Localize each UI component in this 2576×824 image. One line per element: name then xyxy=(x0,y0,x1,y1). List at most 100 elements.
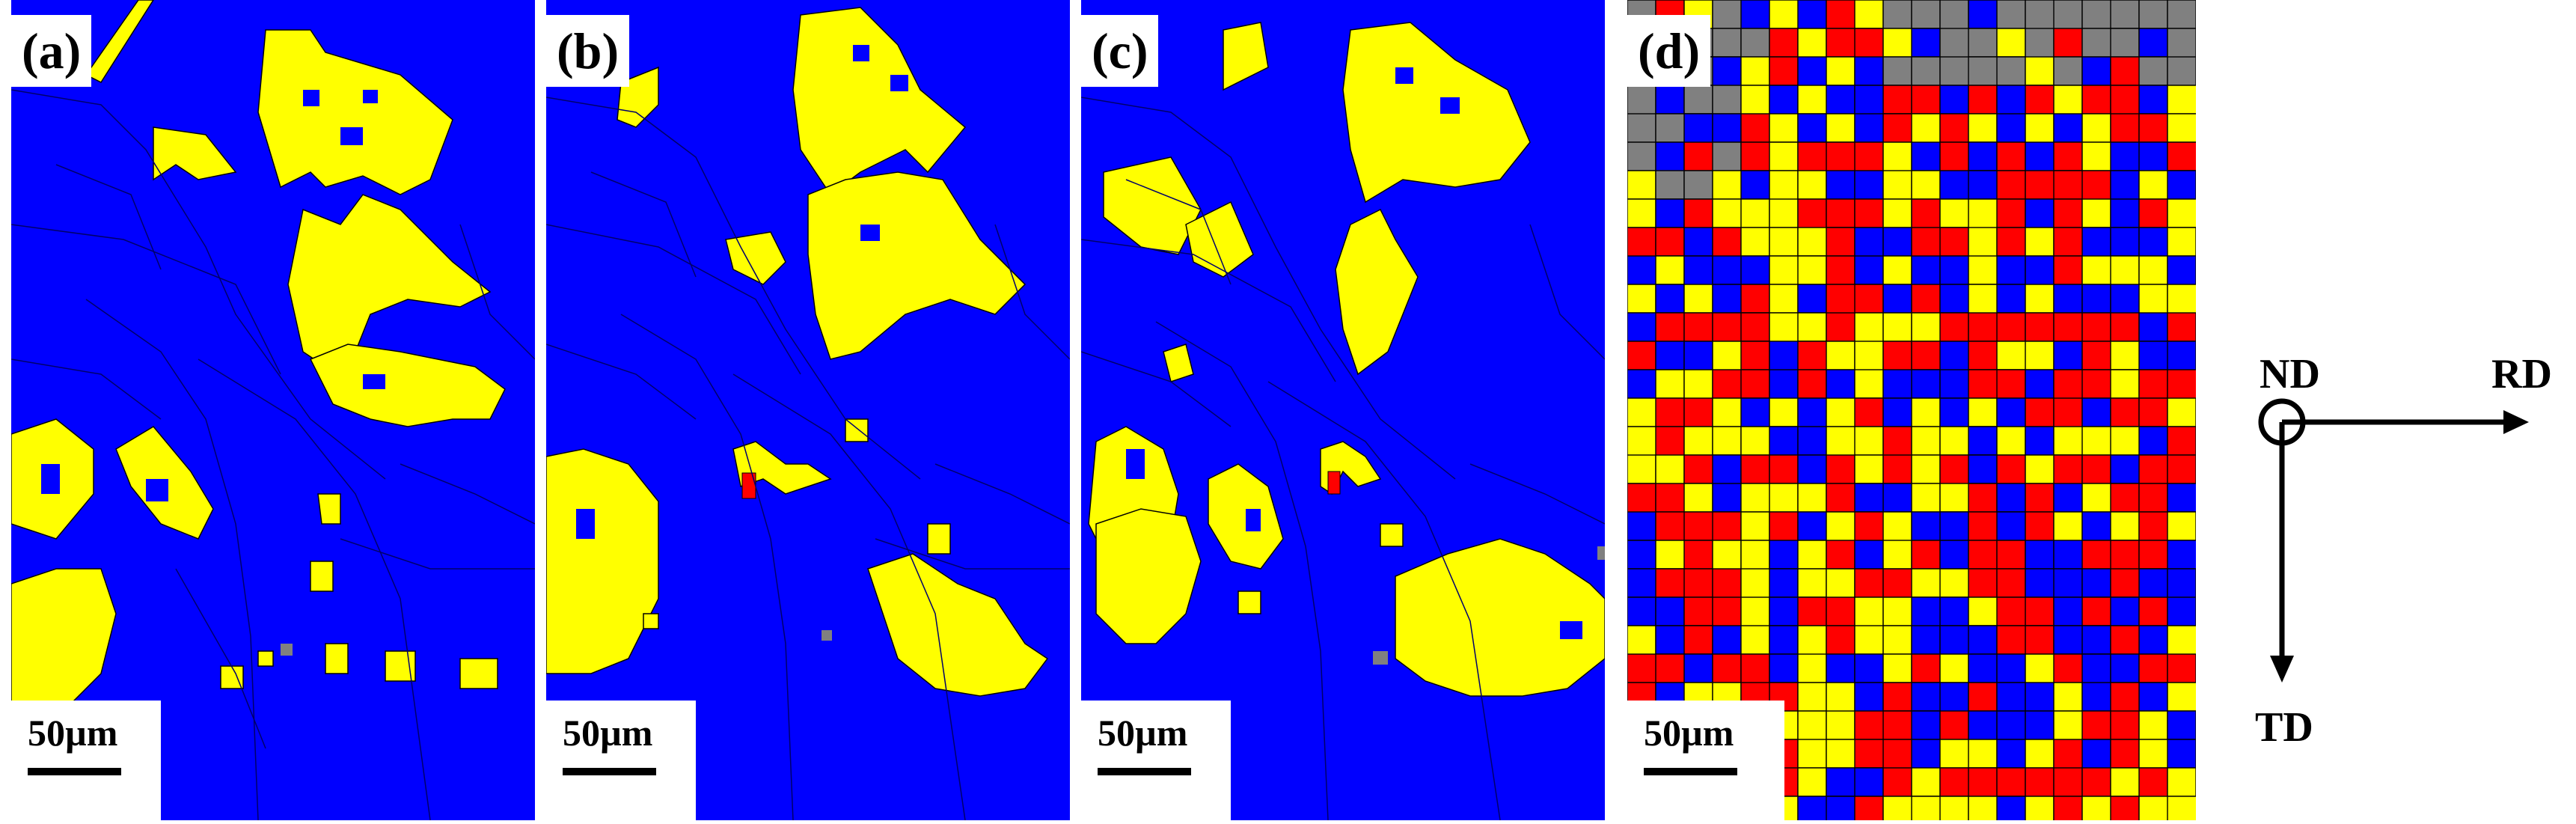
map-b-graphic xyxy=(546,0,1070,820)
grain xyxy=(1854,426,1884,456)
grain xyxy=(1627,454,1656,484)
grain xyxy=(2167,596,2196,626)
grain xyxy=(2025,540,2055,570)
grain xyxy=(1826,85,1855,115)
grain xyxy=(1996,28,2026,58)
grain xyxy=(2167,540,2196,570)
grain xyxy=(1996,796,2026,820)
grain xyxy=(2053,284,2083,314)
grain xyxy=(2025,397,2055,427)
grain xyxy=(1968,28,1998,58)
grain xyxy=(1769,198,1799,228)
grain xyxy=(1740,113,1770,143)
grain xyxy=(1627,540,1656,570)
grain xyxy=(1996,511,2026,541)
grain xyxy=(2167,454,2196,484)
grain xyxy=(1854,568,1884,598)
grain xyxy=(2025,227,2055,257)
grain xyxy=(1712,141,1742,171)
grain xyxy=(1996,0,2026,29)
grain xyxy=(1996,397,2026,427)
grain xyxy=(1797,596,1827,626)
grain xyxy=(1740,170,1770,200)
grain xyxy=(1826,540,1855,570)
grain xyxy=(2053,28,2083,58)
orientation-map-c: (c) 50µm xyxy=(1081,0,1605,820)
grain xyxy=(1996,710,2026,740)
grain xyxy=(1826,113,1855,143)
grain xyxy=(1655,312,1685,342)
grain xyxy=(2167,0,2196,29)
scale-text-b: 50µm xyxy=(563,712,653,754)
grain xyxy=(2110,369,2140,399)
grain xyxy=(1826,625,1855,655)
grain xyxy=(2110,227,2140,257)
grain xyxy=(1882,0,1912,29)
grain xyxy=(2053,113,2083,143)
grain xyxy=(1939,596,1969,626)
grain xyxy=(2138,113,2168,143)
grain xyxy=(2025,369,2055,399)
grain xyxy=(1939,540,1969,570)
grain xyxy=(2167,483,2196,513)
orientation-map-b: (b) 50µm xyxy=(546,0,1070,820)
grain xyxy=(1882,255,1912,285)
scale-bar-d: 50µm xyxy=(1627,701,1784,820)
grain xyxy=(1797,767,1827,797)
grain xyxy=(1797,170,1827,200)
grain xyxy=(1911,28,1941,58)
grain xyxy=(1740,625,1770,655)
grain xyxy=(2167,85,2196,115)
grain xyxy=(1683,312,1713,342)
grain xyxy=(2138,28,2168,58)
grain xyxy=(1655,170,1685,200)
grain xyxy=(1627,341,1656,370)
grain xyxy=(1882,312,1912,342)
grain xyxy=(1683,85,1713,115)
grain xyxy=(1911,85,1941,115)
grain xyxy=(2110,511,2140,541)
grain xyxy=(1712,653,1742,683)
grain xyxy=(1740,397,1770,427)
grain xyxy=(1882,170,1912,200)
grain xyxy=(1939,796,1969,820)
grain xyxy=(1683,170,1713,200)
grain xyxy=(1740,312,1770,342)
grain xyxy=(1996,56,2026,86)
td-arrowhead-icon xyxy=(2270,656,2294,683)
grain xyxy=(2025,284,2055,314)
grain xyxy=(2110,596,2140,626)
grain xyxy=(1854,198,1884,228)
grain xyxy=(2138,85,2168,115)
grain xyxy=(2025,426,2055,456)
grain xyxy=(1740,284,1770,314)
grain xyxy=(1996,454,2026,484)
orientation-map-a: (a) 50µm xyxy=(11,0,535,820)
grain xyxy=(1968,454,1998,484)
grain xyxy=(1769,568,1799,598)
grain xyxy=(1911,397,1941,427)
grain xyxy=(2081,767,2111,797)
grain xyxy=(1769,28,1799,58)
scale-line-a xyxy=(28,768,121,775)
grain xyxy=(2081,710,2111,740)
panel-label-a: (a) xyxy=(11,15,92,87)
grain xyxy=(2081,312,2111,342)
grain xyxy=(2081,397,2111,427)
grain xyxy=(2167,170,2196,200)
grain xyxy=(1968,739,1998,769)
grain xyxy=(1854,540,1884,570)
scale-bar-b: 50µm xyxy=(546,701,696,820)
grain xyxy=(1769,653,1799,683)
grain xyxy=(2081,113,2111,143)
scale-bar-c: 50µm xyxy=(1081,701,1231,820)
orientation-map-d: (d) 50µm xyxy=(1627,0,2196,820)
grain xyxy=(2110,0,2140,29)
grain xyxy=(2053,198,2083,228)
grain xyxy=(1627,596,1656,626)
grain xyxy=(1797,540,1827,570)
grain xyxy=(2138,454,2168,484)
grain xyxy=(1996,369,2026,399)
grain xyxy=(1769,454,1799,484)
grain xyxy=(1655,596,1685,626)
